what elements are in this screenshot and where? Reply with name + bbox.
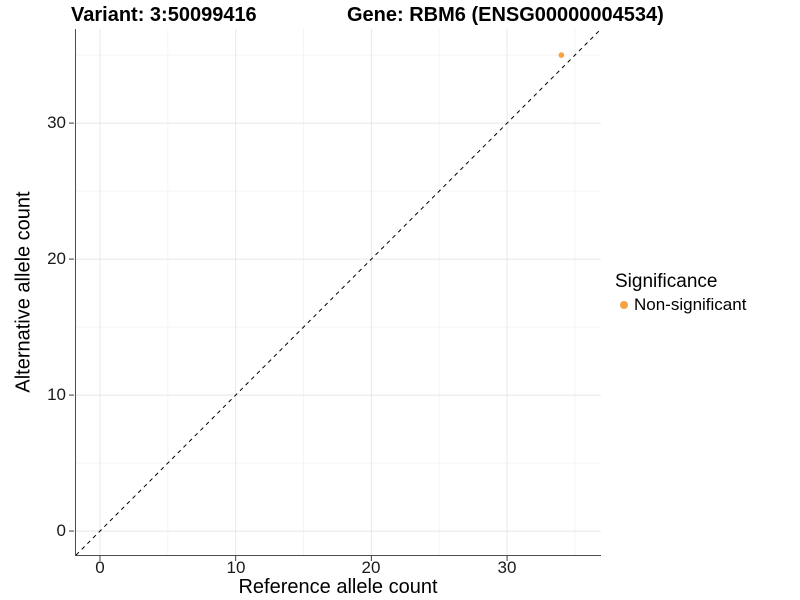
legend-item-non-significant: Non-significant: [615, 295, 746, 315]
gene-title: Gene: RBM6 (ENSG00000004534): [347, 4, 664, 26]
x-tick-label-10: 10: [226, 558, 246, 577]
y-tick-label-20: 20: [47, 249, 66, 268]
y-tick-label-30: 30: [47, 113, 66, 132]
x-tick-label-20: 20: [361, 558, 381, 577]
identity-reference-line: [75, 28, 602, 556]
legend-item-label: Non-significant: [634, 295, 747, 314]
variant-title: Variant: 3:50099416: [71, 4, 257, 26]
non-significant-dot-icon: [620, 301, 628, 309]
legend-title: Significance: [615, 271, 718, 292]
x-axis-title: Reference allele count: [238, 576, 438, 598]
x-tick-label-0: 0: [95, 558, 105, 577]
x-tick-label-30: 30: [497, 558, 517, 577]
legend: Significance Non-significant: [615, 271, 746, 315]
y-axis-title: Alternative allele count: [12, 191, 35, 393]
data-point: [558, 52, 565, 58]
y-tick-label-10: 10: [47, 385, 66, 404]
y-tick-label-0: 0: [56, 521, 66, 540]
